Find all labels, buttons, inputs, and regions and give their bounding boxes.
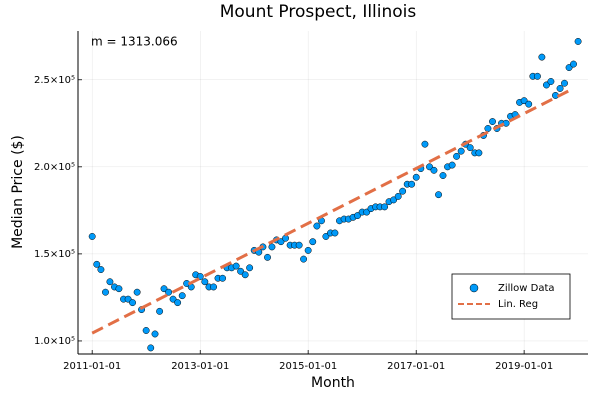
chart-title: Mount Prospect, Illinois	[220, 2, 417, 22]
data-point	[439, 172, 447, 179]
x-tick-label: 2015-01-01	[279, 361, 337, 372]
x-tick-label: 2017-01-01	[387, 361, 445, 372]
data-point	[97, 266, 105, 273]
x-tick-label: 2019-01-01	[495, 361, 553, 372]
data-point	[448, 161, 456, 169]
data-point	[246, 264, 254, 272]
data-point	[453, 152, 461, 160]
x-axis-label: Month	[311, 375, 355, 391]
legend-marker	[469, 283, 479, 293]
data-point	[241, 271, 249, 279]
data-point	[525, 100, 533, 108]
data-point	[147, 344, 155, 352]
data-point	[174, 299, 182, 307]
data-point	[412, 173, 420, 181]
data-point	[399, 187, 407, 195]
data-point	[169, 295, 177, 303]
data-point	[533, 72, 541, 80]
data-point	[309, 238, 317, 246]
y-tick-label: 1.0×10⁵	[34, 336, 75, 347]
data-point	[129, 299, 136, 307]
data-point	[475, 149, 483, 157]
data-point	[466, 144, 474, 152]
data-point	[151, 330, 159, 338]
data-point	[484, 125, 492, 132]
data-point	[277, 238, 285, 246]
data-point	[133, 288, 141, 296]
data-point	[93, 260, 101, 268]
data-point	[381, 203, 389, 211]
y-tick-label: 2.0×10⁵	[34, 162, 75, 173]
data-point	[165, 288, 173, 296]
data-point	[421, 140, 429, 148]
data-point	[313, 222, 321, 230]
y-tick-label: 2.5×10⁵	[34, 75, 75, 86]
data-point	[115, 285, 123, 293]
legend-label: Zillow Data	[498, 283, 555, 294]
data-point	[264, 253, 271, 261]
data-point	[489, 118, 496, 125]
data-point	[102, 288, 109, 296]
data-point	[160, 285, 168, 293]
data-point	[574, 37, 582, 45]
legend-label: Lin. Reg	[498, 299, 538, 310]
data-point	[210, 283, 218, 291]
data-point	[556, 85, 564, 92]
data-point	[570, 60, 577, 68]
data-point	[201, 278, 209, 286]
data-point	[435, 191, 442, 199]
annotation: m = 1313.066	[91, 35, 178, 49]
data-point	[300, 255, 308, 263]
data-point	[219, 274, 227, 282]
data-point	[237, 267, 245, 275]
data-point	[408, 180, 416, 188]
data-point	[106, 278, 114, 286]
legend-box	[451, 273, 571, 320]
data-point	[322, 233, 330, 240]
data-point	[178, 292, 186, 300]
data-point	[538, 53, 546, 61]
data-point	[331, 229, 339, 237]
data-point	[232, 262, 240, 270]
data-point	[295, 241, 303, 249]
x-tick-label: 2013-01-01	[171, 361, 229, 372]
data-point	[430, 166, 438, 174]
data-point	[156, 307, 164, 315]
y-axis-label: Median Price ($)	[10, 135, 26, 249]
data-point	[304, 246, 312, 254]
data-point	[457, 147, 465, 155]
data-point	[142, 327, 150, 334]
x-tick-label: 2011-01-01	[63, 361, 121, 372]
y-tick-label: 1.5×10⁵	[34, 249, 75, 260]
data-point	[561, 79, 568, 87]
data-point	[394, 192, 402, 200]
data-point	[520, 97, 528, 105]
data-point	[88, 233, 96, 240]
data-point	[547, 78, 555, 85]
data-point	[354, 212, 361, 220]
data-point	[390, 196, 398, 204]
data-point	[268, 243, 276, 251]
